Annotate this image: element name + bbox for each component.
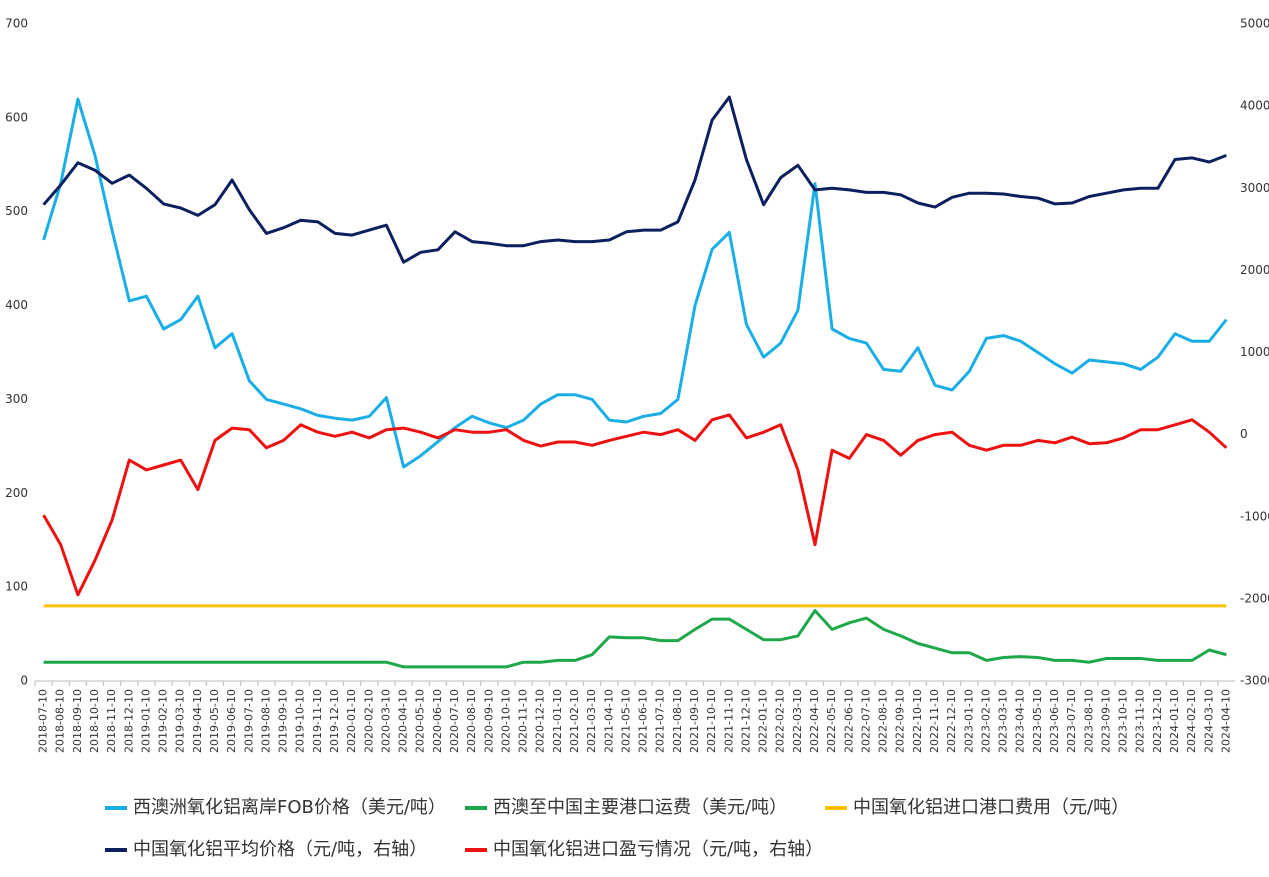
y-tick-label: 500	[5, 204, 28, 218]
series-line	[42, 413, 1228, 597]
y-tick-label: 300	[5, 392, 28, 406]
x-tick-label: 2020-01-10	[345, 689, 358, 753]
x-tick-label: 2019-08-10	[259, 689, 272, 753]
y-tick-label: 100	[5, 580, 28, 594]
x-tick-label: 2019-06-10	[225, 689, 238, 753]
x-tick-label: 2021-10-10	[705, 689, 718, 753]
x-tick-label: 2023-04-10	[1014, 689, 1027, 753]
x-tick-label: 2018-08-10	[54, 689, 67, 753]
x-tick-label: 2019-04-10	[191, 689, 204, 753]
x-tick-label: 2020-08-10	[465, 689, 478, 753]
x-tick-label: 2019-12-10	[328, 689, 341, 753]
x-tick-label: 2022-11-10	[928, 689, 941, 753]
y2-tick-label: -3000	[1240, 674, 1269, 688]
x-tick-label: 2020-11-10	[517, 689, 530, 753]
x-tick-label: 2021-04-10	[602, 689, 615, 753]
x-tick-label: 2018-09-10	[71, 689, 84, 753]
x-tick-label: 2020-09-10	[482, 689, 495, 753]
x-tick-label: 2022-12-10	[945, 689, 958, 753]
x-tick-label: 2019-02-10	[157, 689, 170, 753]
y2-tick-label: -2000	[1240, 591, 1269, 605]
x-tick-label: 2023-11-10	[1134, 689, 1147, 753]
x-tick-label: 2021-11-10	[722, 689, 735, 753]
x-tick-label: 2023-03-10	[997, 689, 1010, 753]
y2-tick-label: 5000	[1240, 17, 1269, 31]
x-tick-label: 2019-01-10	[139, 689, 152, 753]
x-tick-label: 2020-12-10	[534, 689, 547, 753]
y2-tick-label: 3000	[1240, 181, 1269, 195]
x-tick-label: 2023-02-10	[979, 689, 992, 753]
x-tick-label: 2023-12-10	[1151, 689, 1164, 753]
y2-tick-label: -1000	[1240, 509, 1269, 523]
x-tick-label: 2021-03-10	[585, 689, 598, 753]
x-tick-label: 2019-09-10	[277, 689, 290, 753]
x-tick-label: 2024-03-10	[1202, 689, 1215, 753]
x-tick-label: 2021-02-10	[568, 689, 581, 753]
x-tick-label: 2018-12-10	[122, 689, 135, 753]
y2-tick-label: 2000	[1240, 263, 1269, 277]
y-tick-label: 200	[5, 486, 28, 500]
x-tick-label: 2024-01-10	[1168, 689, 1181, 753]
x-tick-label: 2023-08-10	[1082, 689, 1095, 753]
x-tick-label: 2019-11-10	[311, 689, 324, 753]
x-tick-label: 2023-07-10	[1065, 689, 1078, 753]
x-tick-label: 2022-01-10	[757, 689, 770, 753]
y2-tick-label: 1000	[1240, 345, 1269, 359]
x-tick-label: 2018-10-10	[88, 689, 101, 753]
x-tick-label: 2024-02-10	[1185, 689, 1198, 753]
legend-label: 西澳至中国主要港口运费（美元/吨）	[493, 797, 787, 818]
x-tick-label: 2024-04-10	[1219, 689, 1232, 753]
x-tick-label: 2022-05-10	[825, 689, 838, 753]
x-tick-label: 2023-05-10	[1031, 689, 1044, 753]
x-tick-label: 2018-07-10	[37, 689, 50, 753]
x-tick-label: 2021-09-10	[688, 689, 701, 753]
legend-label: 西澳洲氧化铝离岸FOB价格（美元/吨）	[133, 797, 446, 818]
x-tick-label: 2021-05-10	[619, 689, 632, 753]
legend-label: 中国氧化铝进口盈亏情况（元/吨，右轴）	[493, 839, 823, 860]
series-line	[42, 97, 1228, 469]
x-tick-label: 2021-07-10	[654, 689, 667, 753]
x-tick-label: 2023-09-10	[1099, 689, 1112, 753]
x-tick-label: 2021-01-10	[551, 689, 564, 753]
x-tick-label: 2022-04-10	[808, 689, 821, 753]
y-tick-label: 400	[5, 298, 28, 312]
legend-label: 中国氧化铝平均价格（元/吨，右轴）	[133, 839, 427, 860]
x-tick-label: 2019-10-10	[294, 689, 307, 753]
x-tick-label: 2020-04-10	[397, 689, 410, 753]
x-tick-label: 2023-06-10	[1048, 689, 1061, 753]
x-tick-label: 2018-11-10	[105, 689, 118, 753]
x-tick-label: 2020-06-10	[431, 689, 444, 753]
x-tick-label: 2022-09-10	[894, 689, 907, 753]
x-tick-label: 2021-08-10	[671, 689, 684, 753]
x-tick-label: 2019-05-10	[208, 689, 221, 753]
x-tick-label: 2020-02-10	[362, 689, 375, 753]
y2-tick-label: 4000	[1240, 99, 1269, 113]
x-tick-label: 2020-07-10	[448, 689, 461, 753]
legend-label: 中国氧化铝进口港口费用（元/吨）	[853, 797, 1129, 818]
x-tick-label: 2021-06-10	[637, 689, 650, 753]
x-tick-label: 2022-06-10	[842, 689, 855, 753]
x-tick-label: 2022-02-10	[774, 689, 787, 753]
series-line	[42, 95, 1227, 264]
series-line	[43, 609, 1227, 669]
x-tick-label: 2021-12-10	[739, 689, 752, 753]
x-tick-label: 2023-10-10	[1117, 689, 1130, 753]
y-tick-label: 0	[20, 674, 28, 688]
x-tick-label: 2020-03-10	[379, 689, 392, 753]
x-tick-label: 2020-05-10	[414, 689, 427, 753]
x-tick-label: 2023-01-10	[962, 689, 975, 753]
x-tick-label: 2019-07-10	[242, 689, 255, 753]
x-tick-label: 2022-08-10	[877, 689, 890, 753]
x-tick-label: 2020-10-10	[499, 689, 512, 753]
x-tick-label: 2022-03-10	[791, 689, 804, 753]
x-tick-label: 2022-07-10	[859, 689, 872, 753]
y-tick-label: 700	[5, 17, 28, 31]
x-tick-label: 2019-03-10	[174, 689, 187, 753]
y-tick-label: 600	[5, 110, 28, 124]
x-tick-label: 2022-10-10	[911, 689, 924, 753]
y2-tick-label: 0	[1240, 427, 1248, 441]
